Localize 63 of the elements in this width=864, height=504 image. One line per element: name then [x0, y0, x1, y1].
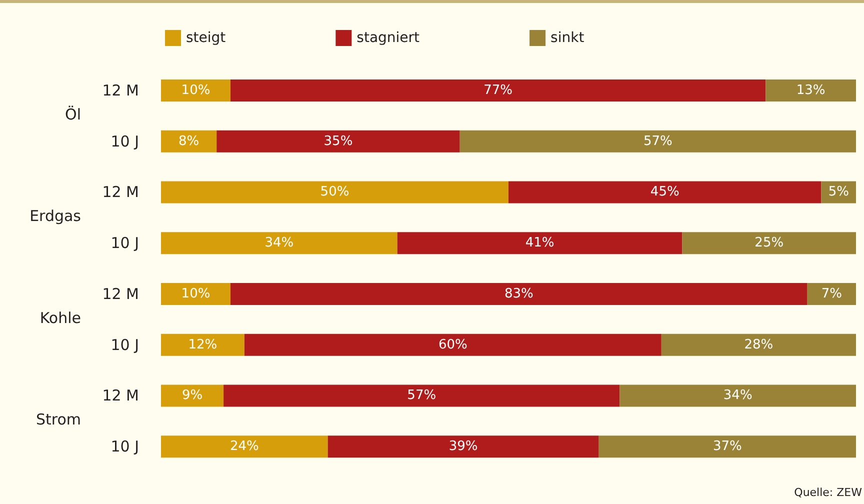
data-label: 37% — [712, 439, 742, 454]
bar — [682, 232, 856, 254]
data-label: 24% — [230, 439, 259, 454]
bar — [598, 436, 856, 458]
data-label: 8% — [178, 134, 200, 149]
bar — [161, 384, 224, 407]
data-label: 57% — [643, 134, 672, 149]
source-note: Quelle: ZEW — [794, 486, 862, 499]
y-tick-label: 10 J — [110, 132, 139, 150]
bar — [161, 79, 230, 102]
bar — [216, 130, 460, 152]
y-tick-label: 12 M — [102, 284, 139, 303]
bar — [766, 79, 856, 102]
y-tick-label: 12 M — [102, 81, 139, 100]
legend-label: stagniert — [356, 30, 420, 46]
y-tick-label: 12 M — [102, 386, 139, 405]
data-label: 10% — [181, 82, 210, 98]
bar — [230, 282, 808, 305]
bar — [397, 232, 682, 254]
bar — [161, 181, 508, 204]
data-label: 34% — [264, 236, 294, 251]
y-tick-label: 10 J — [110, 438, 139, 456]
data-label: 39% — [448, 439, 478, 454]
y-tick-label: 10 J — [110, 234, 139, 252]
data-label: 28% — [744, 337, 774, 352]
bar — [460, 130, 856, 152]
data-label: 57% — [407, 388, 436, 404]
data-label: 5% — [828, 184, 849, 200]
data-label: 12% — [188, 337, 218, 352]
bar — [508, 181, 822, 204]
y-tick-label: 12 M — [102, 183, 139, 202]
data-label: 45% — [650, 184, 680, 200]
text: Strom — [36, 410, 81, 429]
data-label: 9% — [182, 388, 203, 404]
text: Kohle — [40, 308, 81, 327]
data-label: 41% — [525, 236, 554, 251]
data-label: 13% — [796, 82, 826, 98]
data-label: 60% — [438, 337, 468, 352]
bar — [161, 436, 328, 458]
data-label: 25% — [754, 236, 784, 251]
bar — [161, 130, 217, 152]
data-label: 34% — [723, 388, 752, 404]
bar — [230, 79, 766, 102]
data-label: 50% — [320, 184, 350, 200]
data-label: 7% — [821, 286, 842, 302]
data-label: 35% — [324, 134, 353, 149]
bar — [661, 334, 856, 356]
text: Öl — [65, 105, 81, 124]
bar — [224, 384, 620, 407]
data-label: 77% — [484, 82, 513, 98]
bar — [328, 436, 599, 458]
text: Erdgas — [30, 207, 82, 226]
bar — [161, 334, 244, 356]
bar — [620, 384, 856, 407]
legend-label: steigt — [186, 30, 226, 46]
bar — [161, 232, 398, 254]
bar — [161, 282, 230, 305]
bar — [807, 282, 856, 305]
legend-label: sinkt — [550, 30, 585, 46]
bar — [244, 334, 662, 356]
y-tick-label: 10 J — [110, 336, 139, 354]
data-label: 83% — [504, 286, 534, 302]
data-label: 10% — [181, 286, 210, 302]
